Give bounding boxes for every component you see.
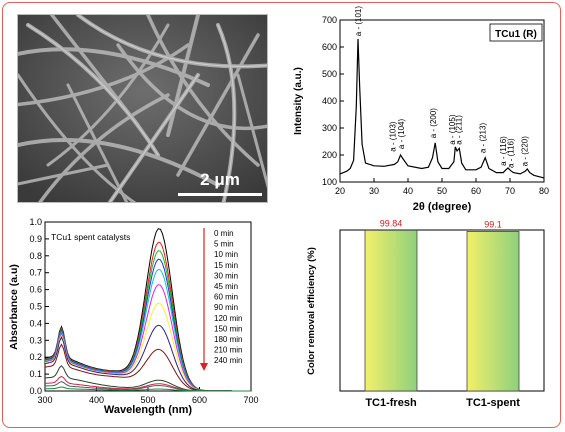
xrd-y-label: Intensity (a.u.) bbox=[293, 67, 304, 135]
uv-legend-entry: 120 min bbox=[214, 314, 242, 323]
xrd-title: TCu1 (R) bbox=[495, 29, 537, 40]
xrd-x-tick-label: 80 bbox=[539, 186, 549, 196]
uv-x-tick-label: 700 bbox=[243, 395, 258, 405]
eff-plot-frame bbox=[339, 229, 545, 392]
xrd-x-tick-label: 20 bbox=[335, 186, 345, 196]
uv-legend-entry: 30 min bbox=[214, 271, 238, 280]
xrd-peak-label: a - (213) bbox=[479, 123, 488, 154]
eff-bar bbox=[466, 231, 520, 392]
uv-legend-entry: 240 min bbox=[214, 356, 242, 365]
uv-y-label: Absorbance (a.u) bbox=[8, 264, 20, 350]
uv-title: TCu1 spent catalysts bbox=[51, 232, 130, 242]
xrd-y-tick-label: 200 bbox=[322, 150, 337, 160]
xrd-y-tick-label: 300 bbox=[322, 123, 337, 133]
uv-y-tick-label: 0.2 bbox=[29, 352, 42, 362]
efficiency-chart: 99.84 TC1-fresh 99.1 TC1-spent Color remova… bbox=[306, 218, 545, 409]
eff-bar bbox=[364, 229, 418, 392]
uv-y-tick-label: 0.8 bbox=[29, 251, 42, 261]
eff-bar-value-label: 99.84 bbox=[380, 218, 403, 228]
uv-legend-entry: 0 min bbox=[214, 229, 234, 238]
scale-bar-label: 2 μm bbox=[200, 170, 240, 189]
uv-x-tick-label: 300 bbox=[37, 395, 52, 405]
xrd-peak-label: a - (103) bbox=[388, 121, 397, 152]
uv-legend-entry: 150 min bbox=[214, 324, 242, 333]
xrd-x-label: 2θ (degree) bbox=[413, 201, 472, 213]
uv-legend-entry: 210 min bbox=[214, 346, 242, 355]
uv-x-tick-label: 600 bbox=[192, 395, 207, 405]
uv-x-tick-label: 500 bbox=[140, 395, 155, 405]
uv-legend-entry: 5 min bbox=[214, 240, 234, 249]
uv-y-tick-label: 1.0 bbox=[29, 217, 42, 227]
xrd-x-tick-label: 70 bbox=[505, 186, 515, 196]
eff-category-label: TC1-fresh bbox=[365, 397, 417, 409]
uv-legend-entry: 45 min bbox=[214, 282, 238, 291]
uv-y-tick-label: 0.0 bbox=[29, 386, 42, 396]
figure-frame bbox=[2, 2, 561, 428]
xrd-peak-label: a - (105) bbox=[448, 114, 457, 145]
xrd-chart: 20 30 40 50 60 70 80 100 200 300 400 500 600 700 a - … bbox=[293, 6, 549, 213]
xrd-y-tick-label: 100 bbox=[322, 177, 337, 187]
xrd-peak-label: a - (116) bbox=[499, 136, 508, 166]
xrd-x-tick-label: 50 bbox=[437, 186, 447, 196]
uv-series-line bbox=[45, 386, 251, 392]
uvvis-chart: 300 400 500 600 700 0.0 0.1 0.2 0.3 0.4 0.5 0.6 0.7 0… bbox=[8, 217, 259, 416]
uv-y-tick-label: 0.5 bbox=[29, 302, 42, 312]
uv-legend-entry: 15 min bbox=[214, 261, 238, 270]
uv-legend-entry: 90 min bbox=[214, 303, 238, 312]
uv-legend-entry: 60 min bbox=[214, 293, 238, 302]
xrd-y-tick-label: 600 bbox=[322, 42, 337, 52]
uv-y-tick-label: 0.4 bbox=[29, 318, 42, 328]
xrd-x-tick-label: 60 bbox=[471, 186, 481, 196]
xrd-y-tick-label: 700 bbox=[322, 15, 337, 25]
xrd-title-box bbox=[489, 23, 543, 42]
scale-bar bbox=[178, 193, 262, 196]
uv-y-tick-label: 0.7 bbox=[29, 268, 42, 278]
xrd-y-tick-label: 400 bbox=[322, 96, 337, 106]
xrd-peak-label: a - (101) bbox=[354, 6, 363, 37]
uv-y-tick-label: 0.3 bbox=[29, 335, 42, 345]
time-arrow-head bbox=[200, 363, 208, 371]
eff-y-label: Color removal efficiency (%) bbox=[306, 247, 317, 375]
xrd-series-line bbox=[339, 38, 545, 179]
xrd-x-tick-label: 40 bbox=[403, 186, 413, 196]
eff-bar-value-label: 99.1 bbox=[484, 219, 502, 229]
xrd-y-tick-label: 500 bbox=[322, 69, 337, 79]
eff-category-label: TC1-spent bbox=[466, 397, 520, 409]
xrd-peak-label: a - (211) bbox=[455, 115, 464, 145]
uv-y-tick-label: 0.9 bbox=[29, 234, 42, 244]
uv-y-tick-label: 0.1 bbox=[29, 369, 42, 379]
uv-y-tick-label: 0.6 bbox=[29, 285, 42, 295]
xrd-peak-label: a - (104) bbox=[397, 118, 406, 149]
uv-legend-entry: 180 min bbox=[214, 335, 242, 344]
xrd-peak-label: a - (200) bbox=[429, 108, 438, 139]
uv-x-tick-label: 400 bbox=[89, 395, 104, 405]
sem-micrograph: 2 μm bbox=[17, 14, 268, 203]
uv-legend-entry: 10 min bbox=[214, 250, 238, 259]
xrd-peak-label: a - (220) bbox=[521, 136, 530, 167]
xrd-peak-label: a - (116) bbox=[506, 138, 515, 168]
xrd-x-tick-label: 30 bbox=[369, 186, 379, 196]
uv-x-label: Wavelength (nm) bbox=[104, 404, 193, 416]
nanowire-image: 2 μm bbox=[18, 15, 267, 202]
